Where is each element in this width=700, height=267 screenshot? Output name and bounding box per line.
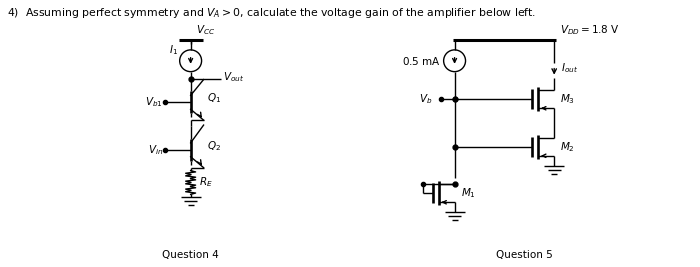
Text: $V_b$: $V_b$: [419, 92, 433, 106]
Text: Question 4: Question 4: [162, 250, 219, 260]
Text: $R_E$: $R_E$: [199, 176, 212, 189]
Text: $V_{out}$: $V_{out}$: [223, 71, 244, 84]
Text: Question 5: Question 5: [496, 250, 553, 260]
Text: $0.5\ \mathrm{mA}$: $0.5\ \mathrm{mA}$: [402, 55, 440, 67]
Text: $M_2$: $M_2$: [560, 140, 575, 154]
Text: $Q_1$: $Q_1$: [206, 92, 220, 105]
Text: $V_{b1}$: $V_{b1}$: [145, 95, 162, 109]
Text: 4)  Assuming perfect symmetry and $V_A > 0$, calculate the voltage gain of the a: 4) Assuming perfect symmetry and $V_A > …: [8, 6, 536, 20]
Text: $M_3$: $M_3$: [560, 92, 575, 106]
Text: $Q_2$: $Q_2$: [206, 139, 220, 153]
Text: $V_{in}$: $V_{in}$: [148, 143, 162, 157]
Text: $I_1$: $I_1$: [169, 43, 178, 57]
Text: $I_{out}$: $I_{out}$: [561, 61, 578, 74]
Text: $V_{CC}$: $V_{CC}$: [195, 23, 215, 37]
Text: $M_1$: $M_1$: [461, 186, 475, 200]
Text: $V_{DD} = 1.8\ \mathrm{V}$: $V_{DD} = 1.8\ \mathrm{V}$: [560, 23, 620, 37]
